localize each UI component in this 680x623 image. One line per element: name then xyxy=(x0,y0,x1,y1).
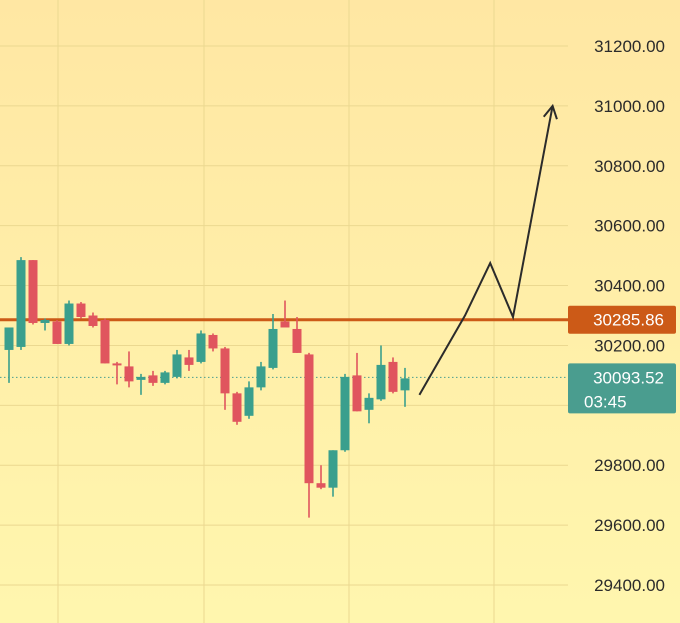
candle-body xyxy=(196,333,206,362)
candle-body xyxy=(352,375,362,412)
y-tick-label: 29400.00 xyxy=(594,576,665,595)
projection-arrow xyxy=(418,103,558,396)
candle-body xyxy=(100,319,110,364)
candle xyxy=(340,373,350,452)
candle xyxy=(40,318,50,331)
projection-arrowhead xyxy=(542,103,558,120)
y-tick-label: 29800.00 xyxy=(594,456,665,475)
candle xyxy=(268,314,278,370)
candle xyxy=(328,450,338,497)
candle xyxy=(244,381,254,419)
candle-body xyxy=(232,393,242,422)
y-tick-label: 30200.00 xyxy=(594,336,665,355)
candle xyxy=(256,361,266,391)
candle xyxy=(16,257,26,350)
level-price-label: 30285.86 xyxy=(593,311,664,330)
y-tick-label: 30600.00 xyxy=(594,217,665,236)
candle xyxy=(376,345,386,401)
candle xyxy=(292,316,302,353)
candle-body xyxy=(76,303,86,317)
candle-body xyxy=(16,260,26,347)
candle xyxy=(28,260,38,325)
candle-body xyxy=(340,376,350,451)
candle-body xyxy=(4,327,14,350)
candle-body xyxy=(220,348,230,394)
y-tick-label: 31200.00 xyxy=(594,37,665,56)
candle-body xyxy=(184,357,194,365)
candle xyxy=(64,300,74,346)
candle-body xyxy=(148,375,158,383)
current-price-badge xyxy=(568,363,676,414)
candle-body xyxy=(28,260,38,323)
candle xyxy=(352,352,362,412)
countdown-label: 03:45 xyxy=(584,392,627,411)
candle-body xyxy=(136,376,146,380)
candle xyxy=(304,352,314,518)
candle xyxy=(100,318,110,364)
current-price-label: 30093.52 xyxy=(593,368,664,387)
candle-body xyxy=(304,354,314,484)
candle xyxy=(160,370,170,385)
candle-body xyxy=(160,372,170,383)
grid-lines xyxy=(0,0,568,623)
level-price-badge xyxy=(568,305,676,334)
candle xyxy=(76,302,86,319)
candle xyxy=(388,357,398,394)
candle xyxy=(172,349,182,379)
y-tick-label: 31000.00 xyxy=(594,97,665,116)
candle-body xyxy=(112,363,122,366)
candle xyxy=(400,367,410,407)
candle xyxy=(196,330,206,364)
candle-body xyxy=(124,366,134,382)
candle-body xyxy=(52,321,62,344)
candle xyxy=(112,361,122,385)
candle-body xyxy=(376,364,386,400)
candle xyxy=(364,393,374,424)
price-badges: 30285.86 30093.52 03:45 xyxy=(568,305,676,414)
candle-body xyxy=(244,387,254,416)
candle xyxy=(88,312,98,328)
candle-body xyxy=(316,483,326,488)
candle-body xyxy=(40,319,50,323)
candle-body xyxy=(256,366,266,388)
candle xyxy=(52,319,62,344)
candle-body xyxy=(268,328,278,368)
candle-body xyxy=(280,321,290,328)
candle xyxy=(4,327,14,383)
y-tick-label: 30800.00 xyxy=(594,157,665,176)
candle-body xyxy=(208,334,218,349)
candle xyxy=(136,373,146,395)
candle xyxy=(280,300,290,328)
candle xyxy=(208,333,218,352)
candle-body xyxy=(88,315,98,326)
candle-body xyxy=(328,450,338,488)
candle xyxy=(148,370,158,386)
candle-body xyxy=(364,397,374,410)
candle xyxy=(124,351,134,388)
candle xyxy=(316,465,326,490)
candles xyxy=(4,257,410,518)
candle-body xyxy=(172,354,182,377)
projection-path xyxy=(418,105,554,396)
y-axis: 31200.00 31000.00 30800.00 30600.00 30400.00… xyxy=(594,37,665,595)
candle xyxy=(184,349,194,371)
candle-body xyxy=(388,361,398,392)
candle xyxy=(232,391,242,425)
y-tick-label: 29600.00 xyxy=(594,516,665,535)
candle xyxy=(220,346,230,410)
candle-body xyxy=(292,328,302,353)
y-tick-label: 30400.00 xyxy=(594,277,665,296)
candle-body xyxy=(64,303,74,344)
candle-body xyxy=(400,378,410,391)
